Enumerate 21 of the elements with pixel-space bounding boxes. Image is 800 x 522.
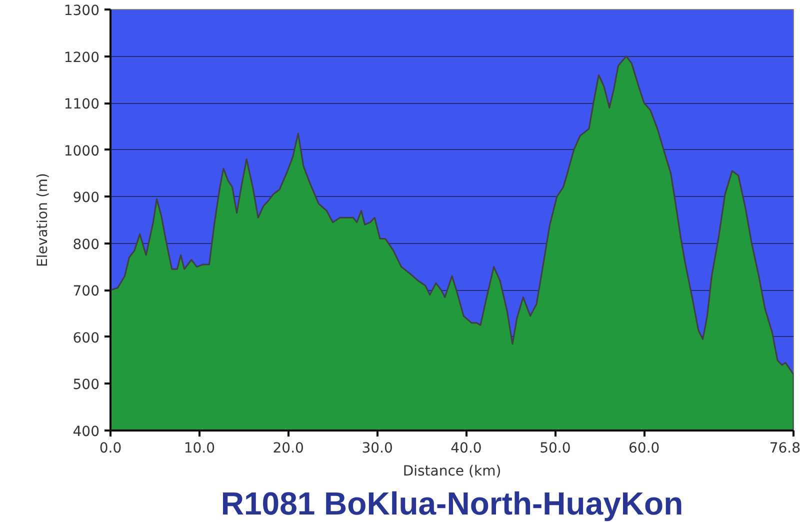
x-tick-label: 0.0 — [99, 440, 122, 456]
y-axis-title: Elevation (m) — [34, 172, 51, 268]
x-tick-label: 30.0 — [362, 440, 393, 456]
y-tick-label: 700 — [72, 284, 100, 300]
text: R1081 BoKlua-North-HuayKon — [220, 486, 684, 522]
x-tick-label: 20.0 — [272, 440, 304, 456]
y-tick-label: 1100 — [64, 96, 100, 113]
y-tick-label: 500 — [72, 377, 100, 394]
x-tick-label: 10.0 — [184, 440, 216, 456]
x-tick-label: 40.0 — [450, 440, 482, 456]
x-axis-title: Distance (km) — [402, 464, 502, 480]
y-tick-label: 1300 — [64, 3, 100, 19]
x-tick-label: 60.0 — [628, 440, 660, 456]
x-tick-label: 50.0 — [540, 440, 571, 456]
y-tick-label: 800 — [72, 236, 100, 253]
y-tick-label: 1200 — [64, 50, 100, 66]
y-tick-label: 1000 — [64, 143, 100, 160]
y-tick-label: 600 — [72, 330, 100, 346]
y-tick-label: 400 — [72, 424, 100, 440]
y-tick-label: 900 — [72, 190, 100, 206]
x-tick-label: 76.8 — [769, 440, 800, 456]
